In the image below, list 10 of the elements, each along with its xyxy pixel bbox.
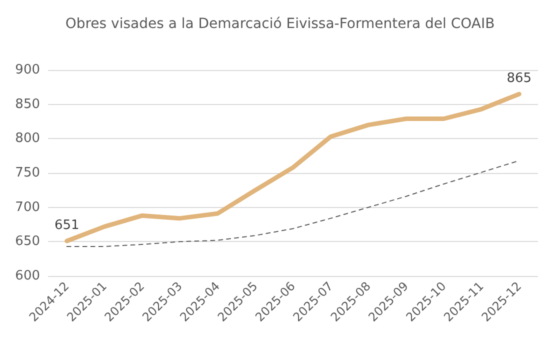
y-tick-label: 850 [15, 96, 40, 112]
chart-title: Obres visades a la Demarcació Eivissa-Formentera del COAIB [65, 16, 495, 32]
y-tick-label: 600 [15, 268, 40, 284]
y-tick-label: 900 [15, 62, 40, 78]
y-tick-label: 700 [15, 200, 40, 215]
data-label: 651 [54, 218, 80, 233]
data-label: 865 [506, 71, 532, 86]
y-tick-label: 750 [15, 166, 40, 180]
y-tick-label: 650 [15, 234, 40, 250]
y-tick-label: 800 [15, 131, 40, 146]
